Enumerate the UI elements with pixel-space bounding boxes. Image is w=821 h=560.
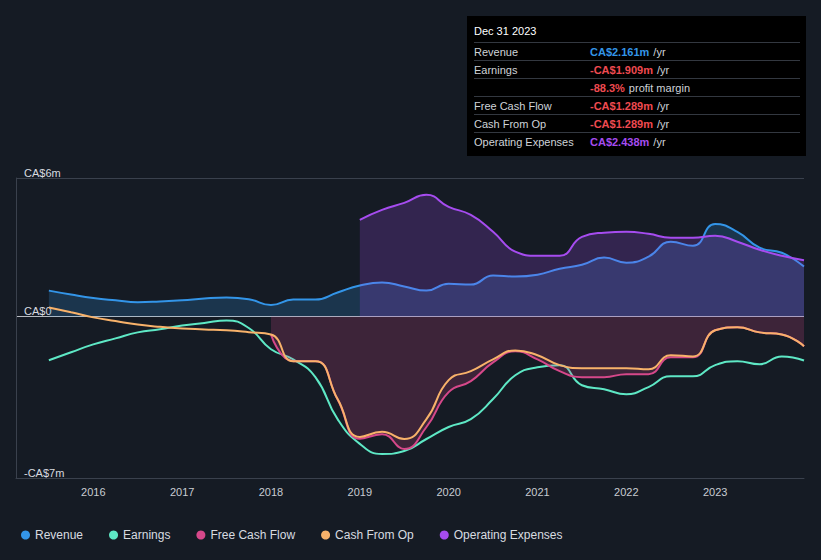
svg-text:CA$6m: CA$6m [24, 167, 61, 179]
html-text:-CA$1.909m /yr: -CA$1.909m /yr [590, 64, 670, 76]
html-text:-88.3% profit margin: -88.3% profit margin [590, 82, 690, 94]
html-text:Earnings: Earnings [474, 64, 518, 76]
html-text:-CA$1.289m /yr: -CA$1.289m /yr [590, 100, 670, 112]
svg-text:Earnings: Earnings [123, 528, 170, 542]
svg-text:2018: 2018 [259, 486, 283, 498]
svg-text:Revenue: Revenue [35, 528, 83, 542]
html-text:-CA$1.289m /yr: -CA$1.289m /yr [590, 118, 670, 130]
svg-text:2020: 2020 [436, 486, 460, 498]
svg-text:2016: 2016 [81, 486, 105, 498]
svg-text:2019: 2019 [348, 486, 372, 498]
svg-text:Cash From Op: Cash From Op [335, 528, 414, 542]
html-text:CA$2.438m /yr: CA$2.438m /yr [590, 136, 666, 148]
svg-text:CA$0: CA$0 [24, 305, 52, 317]
svg-text:2022: 2022 [614, 486, 638, 498]
svg-text:Free Cash Flow: Free Cash Flow [210, 528, 295, 542]
html-text:CA$2.161m /yr: CA$2.161m /yr [590, 46, 666, 58]
svg-text:-CA$7m: -CA$7m [24, 467, 64, 479]
html-text:Free Cash Flow: Free Cash Flow [474, 100, 552, 112]
svg-text:2017: 2017 [170, 486, 194, 498]
svg-text:2023: 2023 [703, 486, 727, 498]
html-text:Operating Expenses: Operating Expenses [474, 136, 574, 148]
svg-text:Operating Expenses: Operating Expenses [454, 528, 563, 542]
html-text:Dec 31 2023: Dec 31 2023 [474, 25, 537, 37]
html-text:Revenue: Revenue [474, 46, 518, 58]
svg-text:2021: 2021 [525, 486, 549, 498]
html-text:Cash From Op: Cash From Op [474, 118, 547, 130]
